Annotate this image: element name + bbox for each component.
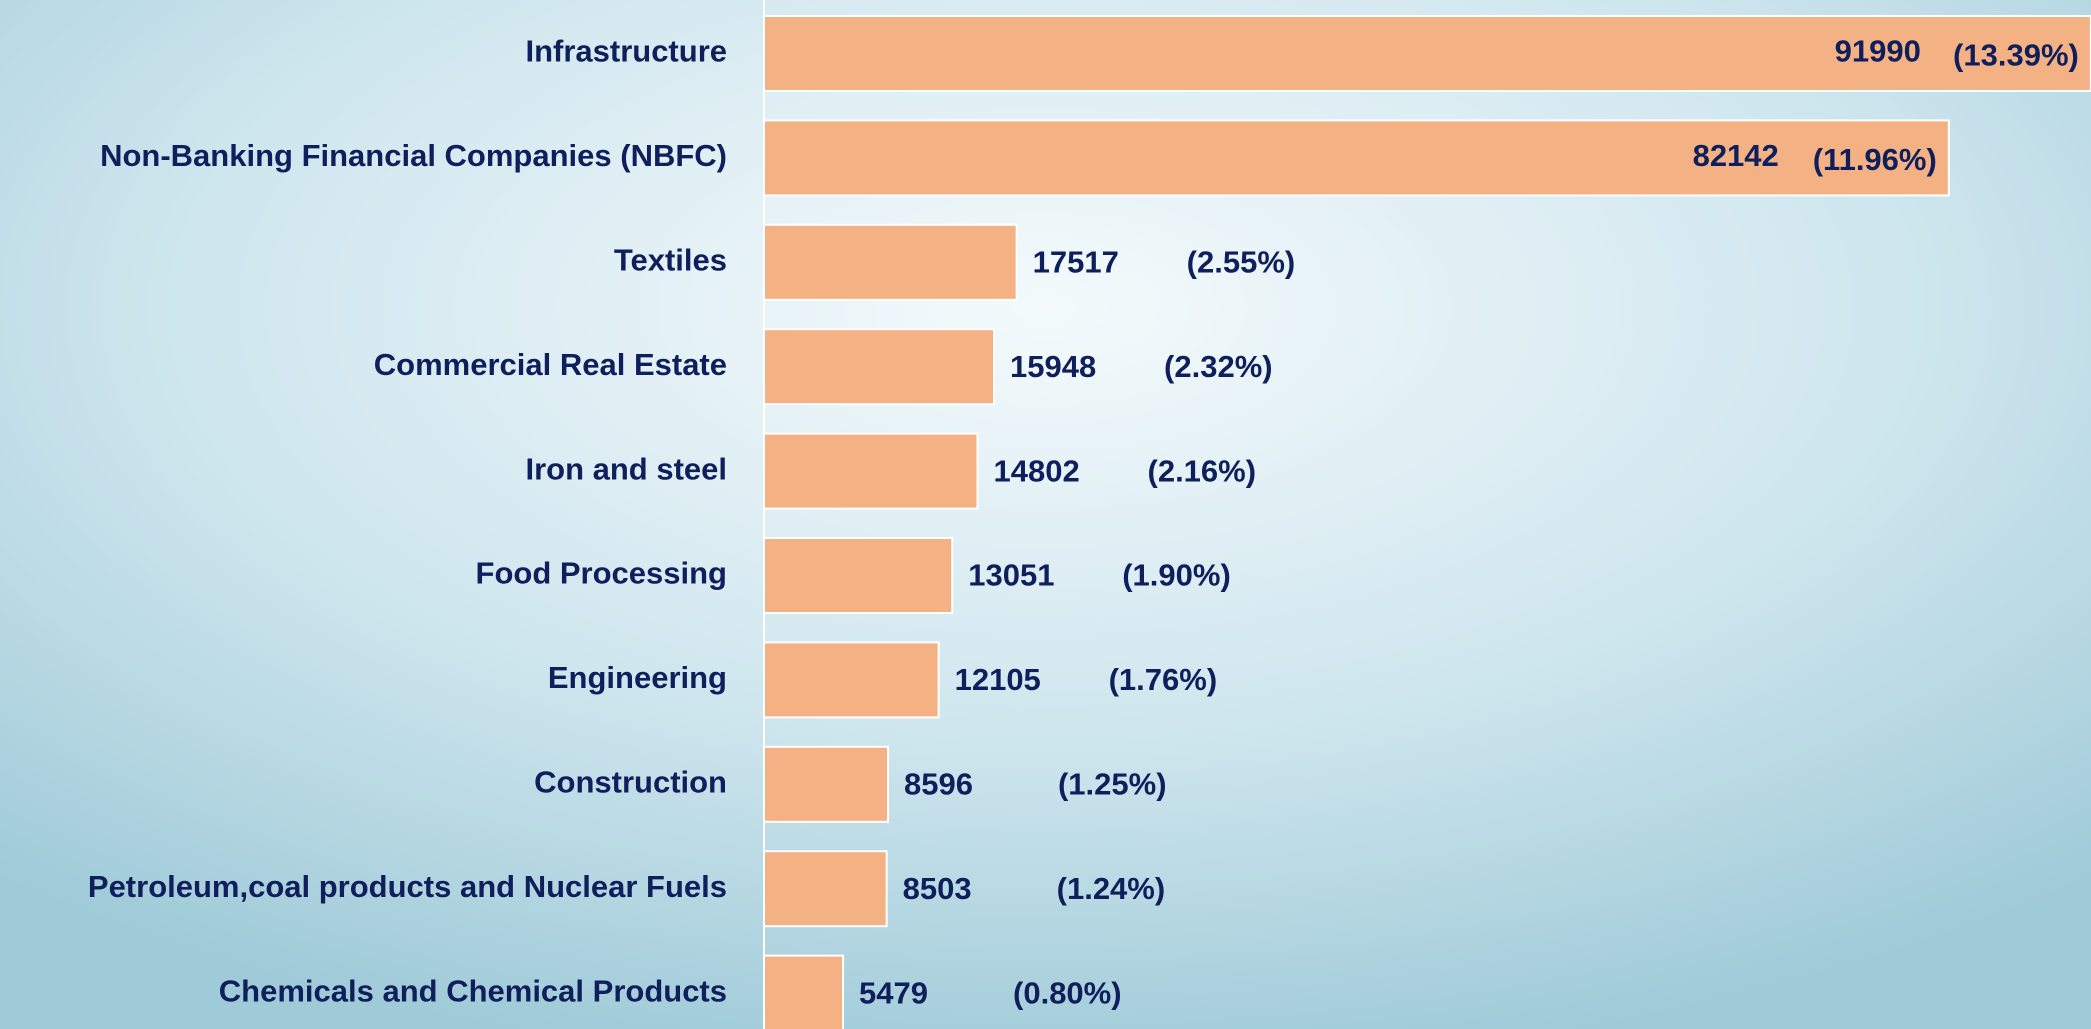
share-label: (1.25%) xyxy=(1058,766,1167,801)
share-label: (13.39%) xyxy=(1953,38,2079,73)
value-label: 8503 xyxy=(903,871,972,906)
value-label: 82142 xyxy=(1693,138,1779,173)
category-label: Engineering xyxy=(548,660,727,695)
bar xyxy=(763,15,2091,92)
category-label: Construction xyxy=(534,764,727,799)
share-label: (1.90%) xyxy=(1122,558,1231,593)
bar xyxy=(763,223,1018,301)
value-label: 91990 xyxy=(1835,34,1921,69)
value-label: 8596 xyxy=(904,766,973,801)
bar xyxy=(763,432,979,510)
bar xyxy=(763,745,889,823)
bar xyxy=(763,850,888,928)
bar xyxy=(763,537,954,614)
category-label: Food Processing xyxy=(476,556,727,591)
value-label: 15948 xyxy=(1010,349,1096,384)
category-label: Commercial Real Estate xyxy=(374,347,727,382)
category-label: Infrastructure xyxy=(525,34,727,69)
value-label: 13051 xyxy=(968,558,1054,593)
share-label: (2.16%) xyxy=(1148,453,1257,488)
share-label: (0.80%) xyxy=(1013,975,1122,1010)
category-label: Non-Banking Financial Companies (NBFC) xyxy=(100,138,727,173)
bar xyxy=(763,119,1950,197)
share-label: (2.55%) xyxy=(1187,244,1296,279)
category-label: Petroleum,coal products and Nuclear Fuel… xyxy=(88,869,727,904)
bar xyxy=(763,954,845,1029)
category-label: Chemicals and Chemical Products xyxy=(219,973,727,1008)
bar xyxy=(763,641,940,719)
value-label: 14802 xyxy=(994,453,1080,488)
value-label: 5479 xyxy=(859,975,928,1010)
bar xyxy=(763,328,996,406)
category-label: Textiles xyxy=(614,242,727,277)
share-label: (1.24%) xyxy=(1057,871,1166,906)
category-label: Iron and steel xyxy=(525,451,727,486)
share-label: (2.32%) xyxy=(1164,349,1273,384)
value-label: 12105 xyxy=(955,662,1041,697)
value-label: 17517 xyxy=(1033,244,1119,279)
share-label: (11.96%) xyxy=(1813,142,1937,177)
share-label: (1.76%) xyxy=(1109,662,1218,697)
